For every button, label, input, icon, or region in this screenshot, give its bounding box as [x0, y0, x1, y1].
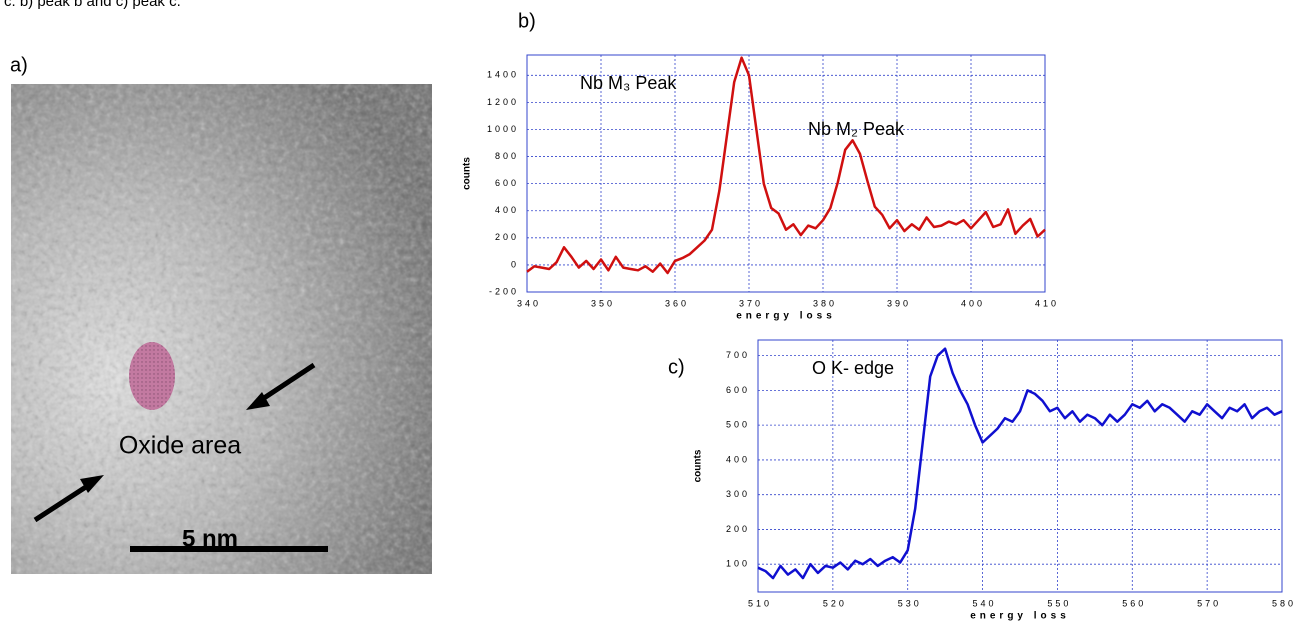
y-tick-label: 600	[495, 178, 519, 188]
x-tick-label: 370	[739, 298, 763, 308]
y-tick-label: 200	[726, 524, 750, 534]
x-tick-label: 390	[887, 298, 911, 308]
x-tick-label: 410	[1035, 298, 1059, 308]
y-tick-label: 100	[726, 559, 750, 569]
y-tick-label: 400	[495, 205, 519, 215]
x-tick-label: 560	[1122, 598, 1146, 608]
x-tick-label: 400	[961, 298, 985, 308]
spectrum-line	[526, 56, 1046, 275]
plot-frame	[526, 54, 1046, 293]
y-tick-label: 1400	[487, 70, 519, 80]
arrow	[256, 362, 316, 405]
x-tick-label: 360	[665, 298, 689, 308]
x-tick-label: 510	[748, 598, 772, 608]
x-tick-label: 550	[1047, 598, 1071, 608]
x-tick-label: 570	[1197, 598, 1221, 608]
y-tick-label: 200	[495, 232, 519, 242]
y-tick-label: 0	[511, 259, 519, 269]
y-tick-label: 1200	[487, 97, 519, 107]
x-tick-label: 520	[823, 598, 847, 608]
tem-image: Oxide area 5 nm	[11, 84, 432, 574]
y-tick-label: 300	[726, 489, 750, 499]
panel-label: a)	[10, 54, 28, 76]
panel-label: c)	[668, 356, 685, 378]
annotation: Oxide area	[119, 432, 241, 460]
x-axis-label: energy loss	[736, 311, 836, 322]
x-tick-label: 350	[591, 298, 615, 308]
x-tick-label: 380	[813, 298, 837, 308]
y-tick-label: 400	[726, 454, 750, 464]
x-tick-label: 540	[973, 598, 997, 608]
y-tick-label: 1000	[487, 124, 519, 134]
oxide-marker	[129, 342, 175, 410]
annotation: Nb M₃ Peak	[580, 73, 677, 93]
y-tick-label: 800	[495, 151, 519, 161]
plot-frame	[757, 339, 1283, 593]
annotation: O K- edge	[812, 358, 894, 378]
arrow	[33, 480, 94, 523]
y-tick-label: 700	[726, 350, 750, 360]
x-tick-label: 530	[898, 598, 922, 608]
y-axis-label: counts	[693, 449, 704, 482]
y-tick-label: -200	[489, 286, 519, 296]
x-tick-label: 580	[1272, 598, 1296, 608]
caption: c. b) peak b and c) peak c.	[4, 0, 181, 10]
x-axis-label: energy loss	[970, 611, 1070, 622]
y-axis-label: counts	[462, 157, 473, 190]
spectrum-line	[757, 347, 1283, 580]
x-tick-label: 340	[517, 298, 541, 308]
y-tick-label: 600	[726, 385, 750, 395]
y-tick-label: 500	[726, 420, 750, 430]
annotation: Nb M₂ Peak	[808, 119, 905, 139]
panel-label: b)	[518, 10, 536, 32]
